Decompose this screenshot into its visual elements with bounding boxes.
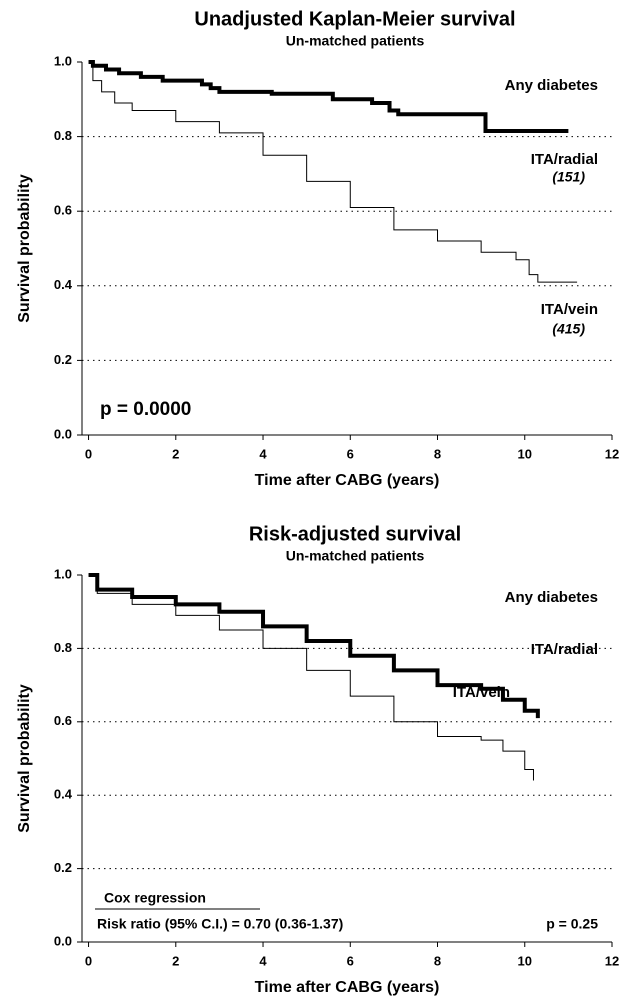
chart-title: Risk-adjusted survival xyxy=(249,523,461,545)
x-tick-label: 6 xyxy=(347,446,354,461)
x-tick-label: 4 xyxy=(259,953,267,968)
y-tick-label: 0.6 xyxy=(54,203,72,218)
x-axis-label: Time after CABG (years) xyxy=(255,472,440,489)
x-tick-label: 2 xyxy=(172,953,179,968)
x-tick-label: 10 xyxy=(518,953,532,968)
y-tick-label: 1.0 xyxy=(54,53,72,68)
y-tick-label: 0.8 xyxy=(54,640,72,655)
x-tick-label: 10 xyxy=(518,446,532,461)
y-tick-label: 1.0 xyxy=(54,566,72,581)
x-tick-label: 2 xyxy=(172,446,179,461)
x-axis-label: Time after CABG (years) xyxy=(255,979,440,996)
y-tick-label: 0.4 xyxy=(54,277,73,292)
x-tick-label: 8 xyxy=(434,446,441,461)
x-tick-label: 12 xyxy=(605,953,619,968)
y-tick-label: 0.8 xyxy=(54,128,72,143)
chart-title: Unadjusted Kaplan-Meier survival xyxy=(194,8,515,30)
survival-curve xyxy=(88,573,540,719)
chart-panel: Risk-adjusted survival Un-matched patient… xyxy=(16,523,619,996)
annotation: Cox regression xyxy=(104,890,206,906)
y-axis-label: Survival probability xyxy=(16,174,33,323)
y-tick-label: 0.0 xyxy=(54,933,72,948)
series-label: ITA/radial xyxy=(531,641,598,658)
survival-curve xyxy=(88,61,578,283)
y-tick-label: 0.4 xyxy=(54,787,73,802)
x-tick-label: 0 xyxy=(85,446,92,461)
series-label: ITA/vein xyxy=(541,301,598,318)
annotation: p = 0.25 xyxy=(546,916,598,932)
y-tick-label: 0.0 xyxy=(54,426,72,441)
x-tick-label: 12 xyxy=(605,446,619,461)
y-axis-label: Survival probability xyxy=(16,684,33,833)
annotation: (151) xyxy=(552,169,585,185)
survival-curve xyxy=(88,574,534,781)
annotation: Any diabetes xyxy=(505,589,598,606)
annotation: Any diabetes xyxy=(505,77,598,94)
chart-subtitle: Un-matched patients xyxy=(286,548,425,564)
x-tick-label: 4 xyxy=(259,446,267,461)
series-label: ITA/vein xyxy=(453,684,510,701)
annotation: Risk ratio (95% C.I.) = 0.70 (0.36-1.37) xyxy=(97,916,343,932)
annotation: (415) xyxy=(552,321,585,337)
annotation: p = 0.0000 xyxy=(100,399,191,420)
x-tick-label: 0 xyxy=(85,953,92,968)
chart-subtitle: Un-matched patients xyxy=(286,33,425,49)
x-tick-label: 6 xyxy=(347,953,354,968)
series-label: ITA/radial xyxy=(531,151,598,168)
y-tick-label: 0.2 xyxy=(54,352,72,367)
y-tick-label: 0.2 xyxy=(54,860,72,875)
chart-panel: Unadjusted Kaplan-Meier survival Un-match… xyxy=(16,8,619,489)
survival-curve xyxy=(88,60,569,134)
x-tick-label: 8 xyxy=(434,953,441,968)
y-tick-label: 0.6 xyxy=(54,713,72,728)
